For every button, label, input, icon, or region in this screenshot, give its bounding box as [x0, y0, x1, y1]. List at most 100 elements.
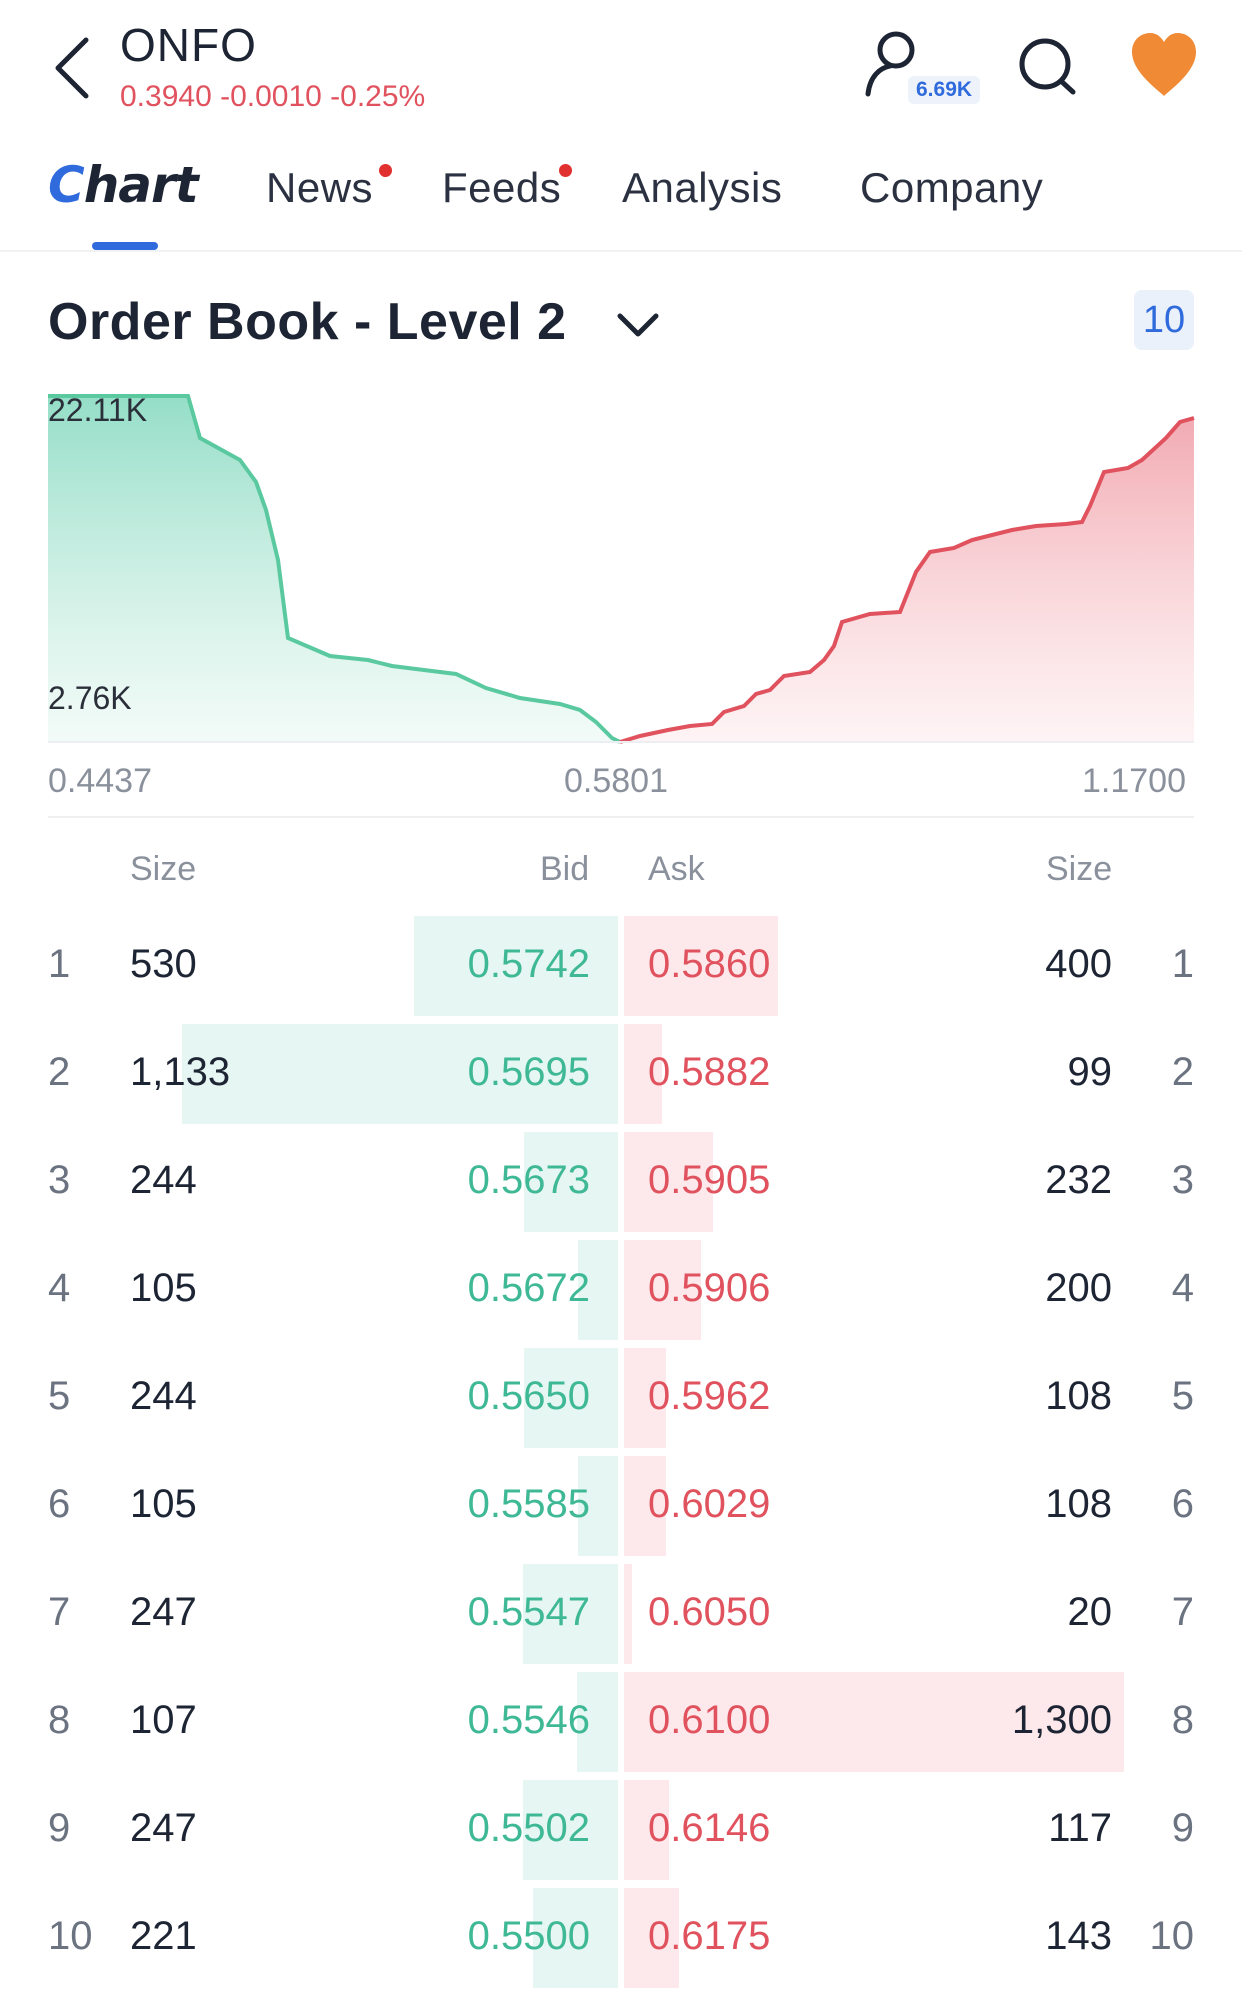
bid-level: 10 [48, 1914, 93, 1958]
order-row[interactable]: 4 105 0.5672 0.5906 200 4 [0, 1240, 1242, 1344]
bid-size: 107 [130, 1698, 197, 1742]
ticker-symbol: ONFO [120, 19, 257, 71]
follower-count: 6.69K [908, 76, 981, 104]
ask-size-bar [624, 916, 778, 1016]
bid-size-bar [577, 1672, 618, 1772]
order-row[interactable]: 2 1,133 0.5695 0.5882 99 2 [0, 1024, 1242, 1128]
ask-level: 2 [1171, 1050, 1194, 1094]
active-tab-indicator [92, 242, 158, 250]
tab-company-label: Company [860, 164, 1044, 211]
bid-price: 0.5502 [467, 1806, 590, 1850]
feeds-notification-dot [559, 164, 572, 177]
ask-level: 9 [1171, 1806, 1194, 1850]
bid-size-bar [524, 1132, 618, 1232]
search-icon [1019, 38, 1076, 95]
order-row[interactable]: 9 247 0.5502 0.6146 117 9 [0, 1780, 1242, 1884]
ask-level: 10 [1149, 1914, 1195, 1958]
bid-depth-line [48, 394, 621, 744]
ask-level: 5 [1171, 1374, 1194, 1418]
order-row[interactable]: 7 247 0.5547 0.6050 20 7 [0, 1564, 1242, 1668]
bid-level: 5 [48, 1374, 71, 1418]
follow-button[interactable]: 6.69K [862, 28, 982, 108]
ask-size-bar [624, 1240, 701, 1340]
tab-bar: Chart News Feeds Analysis Company [0, 150, 1242, 252]
bid-price: 0.5742 [467, 942, 590, 986]
person-icon [865, 31, 915, 97]
bid-level: 6 [48, 1482, 71, 1526]
y-min-label: 2.76K [48, 680, 132, 716]
bid-size: 247 [130, 1590, 197, 1634]
ask-depth-area [620, 418, 1194, 742]
ask-price: 0.6029 [648, 1482, 771, 1526]
bid-size: 105 [130, 1482, 197, 1526]
order-row[interactable]: 3 244 0.5673 0.5905 232 3 [0, 1132, 1242, 1236]
order-book-title[interactable]: Order Book - Level 2 [48, 293, 567, 351]
ask-size: 117 [1048, 1806, 1112, 1850]
ask-size: 1,300 [1011, 1698, 1112, 1742]
ask-size-bar [624, 1348, 666, 1448]
bid-size: 530 [130, 942, 197, 986]
ask-size: 400 [1045, 942, 1112, 986]
level-selector[interactable] [612, 300, 664, 352]
bid-price: 0.5500 [467, 1914, 590, 1958]
ask-price: 0.5962 [648, 1374, 771, 1418]
news-notification-dot [379, 164, 392, 177]
bid-depth-area [48, 396, 620, 742]
ask-price: 0.5906 [648, 1266, 771, 1310]
bid-size-bar [578, 1456, 618, 1556]
tab-company[interactable]: Company [860, 164, 1043, 212]
x-mid-label: 0.5801 [564, 762, 668, 800]
ask-price: 0.6175 [648, 1914, 771, 1958]
bid-level: 2 [48, 1050, 71, 1094]
ask-size: 232 [1045, 1158, 1112, 1202]
ask-price: 0.5905 [648, 1158, 771, 1202]
ask-level: 3 [1171, 1158, 1194, 1202]
order-row[interactable]: 5 244 0.5650 0.5962 108 5 [0, 1348, 1242, 1452]
ask-level: 4 [1171, 1266, 1194, 1310]
tab-chart[interactable]: Chart [48, 156, 199, 214]
ask-price: 0.5860 [648, 942, 771, 986]
ask-level: 7 [1171, 1590, 1194, 1634]
heart-icon [1132, 33, 1196, 96]
back-button[interactable] [44, 30, 100, 106]
tab-analysis[interactable]: Analysis [622, 164, 782, 212]
ask-price: 0.6100 [648, 1698, 771, 1742]
ask-size-bar [624, 1672, 1124, 1772]
bid-header: Bid [540, 850, 590, 888]
bid-size: 244 [130, 1158, 197, 1202]
bid-level: 4 [48, 1266, 71, 1310]
x-min-label: 0.4437 [48, 762, 152, 800]
ask-size-bar [624, 1132, 713, 1232]
x-max-label: 1.1700 [1082, 762, 1186, 800]
bid-level: 1 [48, 942, 71, 986]
order-row[interactable]: 8 107 0.5546 0.6100 1,300 8 [0, 1672, 1242, 1776]
ask-level: 1 [1171, 942, 1194, 986]
search-button[interactable] [1015, 32, 1079, 102]
chevron-left-icon [55, 37, 89, 99]
ask-price: 0.6146 [648, 1806, 771, 1850]
bid-price: 0.5547 [467, 1590, 590, 1634]
order-row[interactable]: 6 105 0.5585 0.6029 108 6 [0, 1456, 1242, 1560]
favorite-button[interactable] [1128, 30, 1200, 100]
bid-size-bar [414, 916, 618, 1016]
tab-feeds[interactable]: Feeds [442, 164, 561, 212]
order-row[interactable]: 10 221 0.5500 0.6175 143 10 [0, 1888, 1242, 1992]
chevron-down-icon [617, 313, 659, 337]
tab-analysis-label: Analysis [622, 164, 783, 211]
ask-size: 200 [1045, 1266, 1112, 1310]
ask-size: 108 [1045, 1374, 1112, 1418]
bid-level: 7 [48, 1590, 71, 1634]
bid-size: 1,133 [130, 1050, 231, 1094]
bid-level: 3 [48, 1158, 71, 1202]
ask-size: 143 [1045, 1914, 1112, 1958]
order-row[interactable]: 1 530 0.5742 0.5860 400 1 [0, 916, 1242, 1020]
bid-size-bar [524, 1348, 618, 1448]
ask-size-bar [624, 1456, 666, 1556]
bid-size-bar [182, 1024, 618, 1124]
bid-price: 0.5673 [467, 1158, 590, 1202]
bid-price: 0.5585 [467, 1482, 590, 1526]
depth-badge[interactable]: 10 [1134, 290, 1194, 350]
tab-news[interactable]: News [266, 164, 373, 212]
ask-price: 0.6050 [648, 1590, 771, 1634]
chart-divider [48, 816, 1194, 818]
